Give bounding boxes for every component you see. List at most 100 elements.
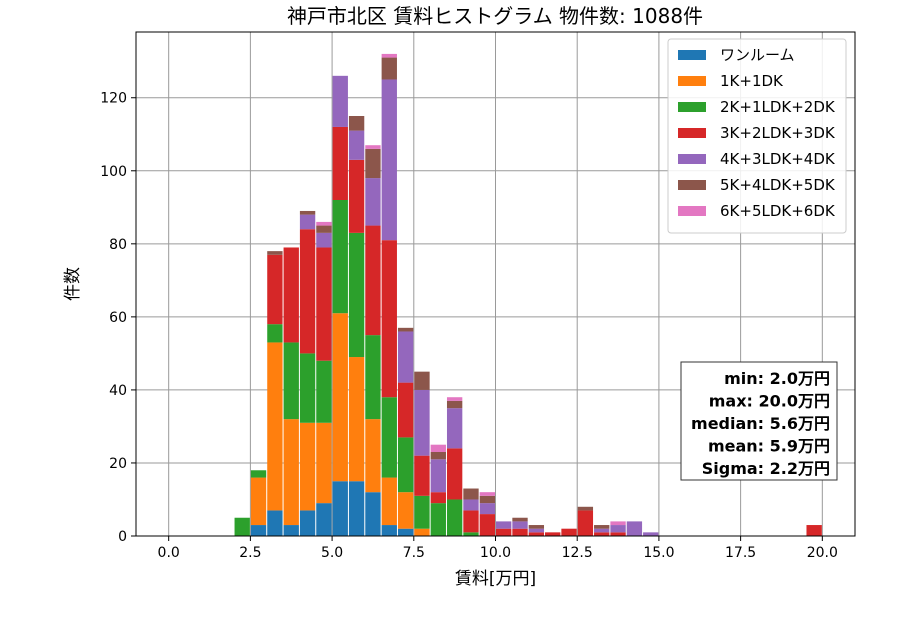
bar-segment [414,528,430,536]
bar-segment [512,528,528,536]
x-tick-label: 5.0 [321,545,343,561]
bar-segment [316,225,332,233]
bar-segment [316,247,332,361]
bar-segment [283,247,299,343]
bar-segment [463,499,479,511]
y-tick-label: 40 [109,383,127,399]
bar-segment [365,225,381,336]
legend-swatch [678,128,706,138]
bar-segment [365,492,381,536]
bar-segment [577,510,594,536]
bar-segment [381,477,397,526]
legend: ワンルーム 1K+1DK 2K+1LDK+2DK 3K+2LDK+3DK 4K+3LDK… [667,38,847,234]
bar-segment [446,397,463,401]
bar-segment [348,130,365,160]
bar-segment [430,444,446,452]
x-tick-label: 2.5 [239,545,261,561]
legend-swatch [678,154,706,164]
bar-segment [250,477,267,526]
bar-segment [332,75,348,127]
stats-line: Sigma: 2.2万円 [702,459,830,478]
bar-segment [299,422,316,511]
bar-segment [348,232,365,358]
bar-segment [332,313,348,482]
legend-swatch [678,180,706,190]
bar-segment [316,360,332,423]
legend-frame [667,38,847,234]
bar-segment [479,503,495,515]
bar-segment [463,488,479,500]
bar-segment [316,221,332,226]
bar-segment [643,532,659,536]
bar-segment [528,532,545,536]
bar-segment [365,335,381,420]
bar-segment [234,517,250,536]
bar-segment [283,342,299,420]
y-axis-label: 件数 [63,267,83,301]
bar-segment [381,397,397,478]
bar-segment [414,495,430,529]
bar-segment [397,327,414,332]
stats-box: min: 2.0万円 max: 20.0万円 median: 5.6万円 mean: … [680,361,838,481]
bar-segment [267,251,283,255]
bar-segment [365,145,381,149]
y-tick-label: 0 [118,529,127,545]
y-axis-ticks: 0 20 40 60 80 100 120 [100,91,136,545]
x-tick-label: 12.5 [562,545,593,561]
bar-segment [299,210,316,215]
bar-segment [316,503,332,536]
bar-segment [512,521,528,529]
grid-lines [136,32,855,537]
x-axis-ticks: 0.0 2.5 5.0 7.5 10.0 12.5 15.0 17.5 20.0 [158,536,838,561]
bar-segment [594,532,610,536]
bar-segment [594,528,610,533]
stats-line: max: 20.0万円 [709,392,830,411]
bar-segment [250,525,267,536]
stats-box-frame [680,361,838,481]
bar-segment [463,510,479,533]
bar-segment [267,342,283,511]
bar-segment [332,481,348,536]
chart-title: 神戸市北区 賃料ヒストグラム 物件数: 1088件 [287,4,703,28]
bar-segment [397,382,414,438]
x-tick-label: 17.5 [725,545,756,561]
stats-line: min: 2.0万円 [724,369,830,388]
bar-segment [316,422,332,504]
legend-label: 3K+2LDK+3DK [720,124,836,142]
bar-segment [496,528,512,536]
bar-segment [299,353,316,423]
bar-segment [446,400,463,409]
bar-segment [299,229,316,354]
bar-segment [267,510,283,536]
legend-label: 1K+1DK [720,72,784,90]
bar-segment [397,528,414,536]
bar-segment [446,408,463,449]
legend-swatch [678,102,706,112]
bar-segment [397,331,414,383]
legend-label: 5K+4LDK+5DK [720,176,836,194]
bar-segment [479,492,495,496]
bar-segment [381,79,397,241]
bar-segment [348,481,365,536]
bar-stack-group [234,53,822,536]
bar-segment [479,495,495,504]
bar-segment [610,521,626,526]
bar-segment [479,514,495,536]
y-tick-label: 120 [100,91,127,107]
bar-segment [430,452,446,460]
bar-segment [332,200,348,314]
y-tick-label: 100 [100,164,127,180]
x-tick-label: 10.0 [480,545,511,561]
bar-segment [528,525,545,529]
x-tick-label: 0.0 [158,545,180,561]
bar-segment [496,521,512,529]
legend-label: 6K+5LDK+6DK [720,202,836,220]
bar-segment [365,419,381,493]
x-axis-label: 賃料[万円] [455,569,536,589]
bar-segment [348,357,365,482]
bar-segment [365,178,381,226]
bar-segment [381,525,397,536]
bar-segment [381,240,397,398]
legend-swatch [678,50,706,60]
